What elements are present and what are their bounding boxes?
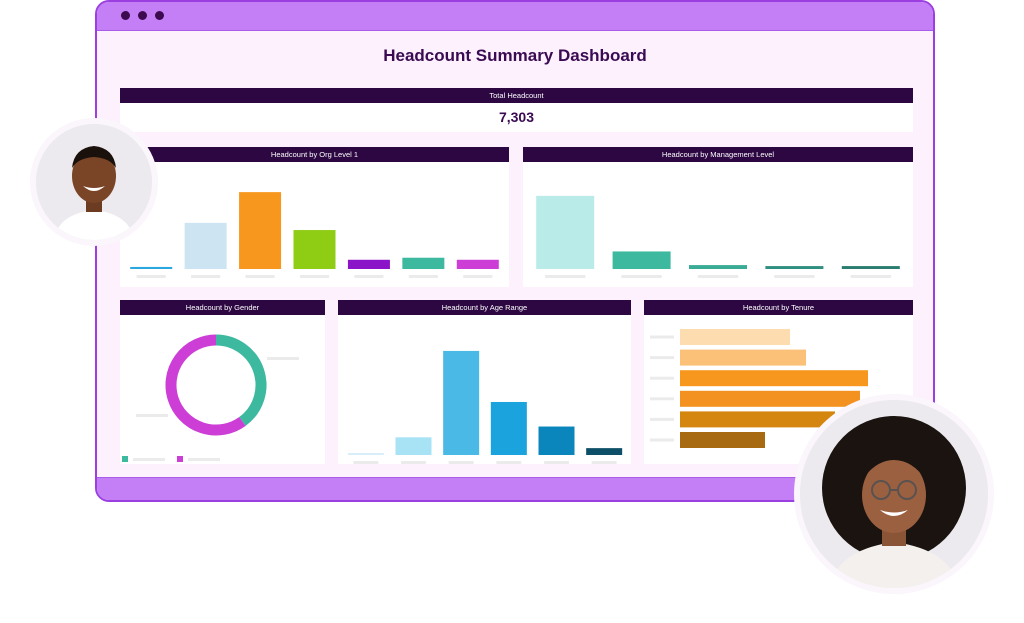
axis-tick-label bbox=[650, 438, 674, 442]
chart-bar bbox=[680, 370, 868, 387]
axis-tick-label bbox=[354, 275, 384, 278]
org-level-panel: Headcount by Org Level 1 bbox=[120, 147, 509, 287]
axis-tick-label bbox=[650, 376, 674, 380]
data-label bbox=[136, 414, 168, 417]
window-dot-icon[interactable] bbox=[138, 11, 147, 20]
axis-tick-label bbox=[650, 356, 674, 360]
axis-tick-label bbox=[697, 275, 739, 278]
window-dot-icon[interactable] bbox=[121, 11, 130, 20]
chart-bar bbox=[841, 266, 900, 269]
tenure-chart bbox=[650, 329, 868, 448]
pie-slice bbox=[215, 334, 267, 426]
axis-tick-label bbox=[496, 461, 522, 464]
avatar bbox=[36, 124, 152, 240]
chart-bar bbox=[293, 230, 336, 269]
axis-tick-label bbox=[650, 397, 674, 401]
chart-bar bbox=[347, 259, 390, 269]
avatar bbox=[800, 400, 988, 588]
chart-title: Headcount by Org Level 1 bbox=[120, 147, 509, 162]
chart-title: Headcount by Age Range bbox=[338, 300, 631, 315]
gender-panel: Headcount by Gender bbox=[120, 300, 325, 464]
chart-bar bbox=[586, 448, 623, 455]
axis-tick-label bbox=[650, 335, 674, 339]
axis-tick-label bbox=[463, 275, 493, 278]
legend-label bbox=[133, 458, 165, 461]
chart-bar bbox=[680, 411, 835, 428]
axis-tick-label bbox=[190, 275, 221, 278]
chart-bar bbox=[490, 401, 527, 455]
chart-bar bbox=[184, 222, 227, 269]
window-footer bbox=[97, 477, 933, 500]
chart-bar bbox=[538, 426, 575, 455]
pie-slice bbox=[165, 334, 246, 436]
org-level-chart bbox=[130, 192, 499, 278]
total-headcount-value: 7,303 bbox=[498, 109, 535, 125]
axis-tick-label bbox=[353, 461, 379, 464]
axis-tick-label bbox=[136, 275, 166, 278]
chart-title: Headcount by Management Level bbox=[523, 147, 913, 162]
chart-bar bbox=[680, 390, 860, 407]
chart-title: Headcount by Gender bbox=[120, 300, 325, 315]
management-level-panel: Headcount by Management Level bbox=[523, 147, 913, 287]
chart-bar bbox=[395, 437, 432, 455]
window-dot-icon[interactable] bbox=[155, 11, 164, 20]
axis-tick-label bbox=[544, 275, 586, 278]
chart-bar bbox=[443, 350, 480, 455]
chart-bar bbox=[402, 257, 445, 269]
chart-bar bbox=[536, 195, 595, 269]
total-headcount-panel: Total Headcount 7,303 bbox=[120, 88, 913, 132]
chart-bar bbox=[347, 453, 384, 455]
window-titlebar bbox=[97, 2, 933, 31]
total-headcount-header: Total Headcount bbox=[120, 88, 913, 103]
chart-bar bbox=[765, 266, 824, 269]
age-range-chart bbox=[347, 350, 623, 464]
chart-bar bbox=[239, 192, 282, 269]
chart-bar bbox=[612, 251, 671, 269]
chart-bar bbox=[680, 349, 806, 366]
chart-bar bbox=[680, 329, 790, 345]
axis-tick-label bbox=[400, 461, 427, 464]
axis-tick-label bbox=[543, 461, 570, 464]
axis-tick-label bbox=[245, 275, 275, 278]
legend-swatch bbox=[177, 456, 183, 462]
tenure-panel: Headcount by Tenure bbox=[644, 300, 913, 464]
data-label bbox=[267, 357, 299, 360]
chart-bar bbox=[689, 265, 747, 269]
axis-tick-label bbox=[650, 417, 674, 421]
chart-bar bbox=[680, 432, 765, 448]
axis-tick-label bbox=[850, 275, 892, 278]
legend-label bbox=[188, 458, 220, 461]
chart-title: Headcount by Tenure bbox=[644, 300, 913, 315]
person-photo-icon bbox=[800, 400, 988, 588]
chart-bar bbox=[130, 266, 173, 269]
legend-swatch bbox=[122, 456, 128, 462]
axis-tick-label bbox=[774, 275, 815, 278]
axis-tick-label bbox=[299, 275, 330, 278]
dashboard-window: Headcount Summary Dashboard Total Headco… bbox=[95, 0, 935, 502]
page-title: Headcount Summary Dashboard bbox=[383, 46, 647, 65]
person-photo-icon bbox=[36, 124, 152, 240]
management-level-chart bbox=[536, 195, 900, 278]
axis-tick-label bbox=[591, 461, 617, 464]
axis-tick-label bbox=[408, 275, 439, 278]
age-range-panel: Headcount by Age Range bbox=[338, 300, 631, 464]
axis-tick-label bbox=[448, 461, 474, 464]
axis-tick-label bbox=[621, 275, 662, 278]
gender-chart bbox=[122, 334, 299, 462]
chart-bar bbox=[456, 259, 499, 269]
